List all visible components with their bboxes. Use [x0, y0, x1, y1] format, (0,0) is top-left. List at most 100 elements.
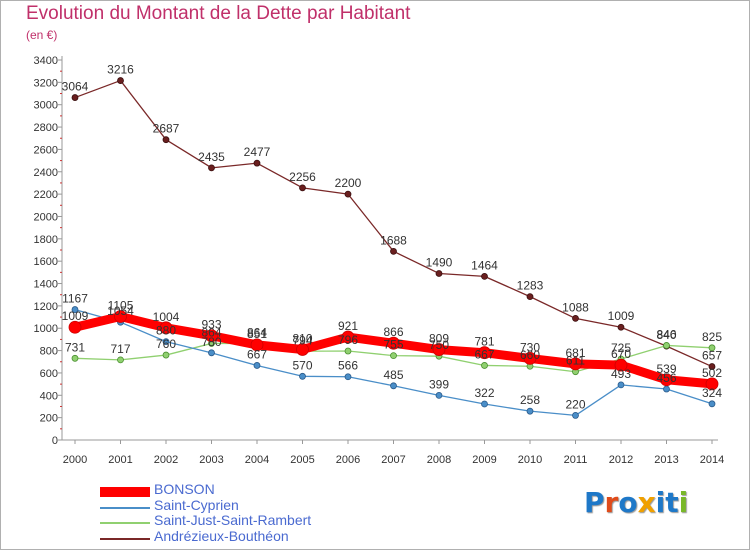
data-point-andrezieux-boutheon: [299, 184, 306, 192]
data-label-saint-just-saint-rambert: 864: [201, 325, 221, 339]
data-point-bonson: [159, 321, 173, 335]
y-tick-label: 1200: [34, 301, 58, 313]
data-point-saint-just-saint-rambert: [481, 362, 488, 369]
data-label-bonson: 1105: [108, 299, 134, 313]
x-tick-label: 2005: [290, 454, 314, 466]
data-label-bonson: 781: [474, 335, 494, 349]
chart-series: [68, 77, 719, 419]
y-tick-label: 3000: [34, 100, 58, 112]
data-label-saint-cyprien: 667: [247, 347, 267, 361]
data-point-andrezieux-boutheon: [617, 323, 625, 331]
data-label-andrezieux-boutheon: 1009: [608, 309, 635, 323]
x-tick-label: 2012: [609, 454, 633, 466]
data-point-andrezieux-boutheon: [208, 164, 215, 172]
data-point-saint-cyprien: [344, 373, 352, 381]
data-point-bonson: [614, 358, 628, 372]
data-point-saint-just-saint-rambert: [117, 356, 124, 364]
data-label-andrezieux-boutheon: 2200: [335, 176, 362, 190]
data-point-saint-cyprien: [708, 400, 716, 408]
data-point-bonson: [478, 346, 491, 360]
data-point-bonson: [523, 352, 537, 365]
logo-letter: i: [655, 486, 666, 519]
data-point-bonson: [250, 338, 264, 352]
y-tick-label: 2600: [34, 144, 58, 156]
data-point-andrezieux-boutheon: [481, 272, 488, 280]
chart-axes: 0 200 400 600 800 1000 1200 1400 1600 1800 2000 220…: [34, 55, 725, 466]
data-label-andrezieux-boutheon: 840: [656, 328, 676, 342]
x-tick-label: 2013: [654, 454, 678, 466]
data-point-saint-just-saint-rambert: [162, 351, 170, 359]
x-tick-label: 2011: [564, 454, 588, 466]
y-tick-label: 1000: [34, 323, 58, 335]
x-tick-label: 2014: [700, 454, 724, 466]
data-point-andrezieux-boutheon: [526, 293, 534, 301]
y-tick-label: 2400: [34, 167, 58, 179]
x-tick-label: 2008: [427, 454, 451, 466]
data-point-bonson: [114, 310, 127, 323]
data-point-bonson: [387, 336, 400, 350]
data-label-saint-cyprien: 780: [201, 335, 221, 349]
data-label-saint-just-saint-rambert: 796: [338, 333, 358, 347]
legend-swatch: [100, 522, 150, 524]
data-label-andrezieux-boutheon: 1283: [517, 279, 544, 293]
data-point-andrezieux-boutheon: [71, 94, 79, 101]
y-tick-label: 2200: [34, 189, 58, 201]
y-tick-label: 800: [40, 346, 58, 358]
x-tick-label: 2009: [472, 454, 496, 466]
data-point-saint-cyprien: [572, 412, 579, 419]
data-label-bonson: 810: [292, 331, 312, 345]
data-label-bonson: 730: [520, 340, 540, 354]
data-label-saint-just-saint-rambert: 755: [383, 338, 403, 352]
data-point-andrezieux-boutheon: [253, 159, 261, 167]
x-tick-label: 2000: [63, 454, 87, 466]
y-tick-label: 1600: [34, 256, 58, 268]
legend-label: BONSON: [154, 481, 215, 497]
data-point-bonson: [341, 330, 355, 344]
data-label-bonson: 670: [611, 347, 631, 361]
proxiti-logo: Proxiti: [584, 486, 688, 519]
data-point-andrezieux-boutheon: [117, 77, 124, 84]
data-label-saint-cyprien: 399: [429, 377, 449, 391]
data-point-saint-cyprien: [617, 381, 625, 389]
data-label-saint-just-saint-rambert: 864: [247, 325, 267, 339]
data-label-andrezieux-boutheon: 2687: [153, 122, 180, 136]
legend-label: Saint-Just-Saint-Rambert: [154, 512, 312, 528]
data-label-andrezieux-boutheon: 2477: [244, 145, 271, 159]
data-point-andrezieux-boutheon: [708, 363, 716, 370]
y-tick-label: 1400: [34, 279, 58, 291]
x-tick-label: 2003: [199, 454, 223, 466]
data-label-saint-just-saint-rambert: 760: [156, 337, 176, 351]
x-tick-label: 2007: [381, 454, 405, 466]
legend-swatch: [100, 537, 150, 540]
data-label-saint-cyprien: 456: [656, 371, 676, 385]
data-point-saint-cyprien: [208, 349, 215, 357]
data-point-andrezieux-boutheon: [162, 136, 170, 144]
data-label-bonson: 851: [247, 327, 267, 341]
data-label-saint-just-saint-rambert: 611: [566, 354, 585, 368]
data-label-andrezieux-boutheon: 2256: [289, 170, 316, 184]
data-point-saint-cyprien: [390, 382, 397, 390]
data-point-saint-cyprien: [162, 338, 170, 346]
data-point-saint-cyprien: [435, 392, 443, 399]
data-label-bonson: 681: [565, 346, 585, 360]
y-tick-label: 3400: [34, 55, 58, 67]
data-label-saint-just-saint-rambert: 846: [656, 327, 676, 341]
x-tick-label: 2001: [108, 454, 132, 466]
x-tick-label: 2006: [336, 454, 360, 466]
data-point-andrezieux-boutheon: [390, 247, 397, 255]
data-point-saint-just-saint-rambert: [71, 354, 79, 362]
logo-letter: P: [584, 486, 605, 519]
data-point-saint-just-saint-rambert: [663, 342, 670, 349]
data-point-andrezieux-boutheon: [344, 190, 352, 198]
data-label-saint-just-saint-rambert: 825: [702, 330, 722, 344]
data-label-saint-cyprien: 1167: [62, 292, 88, 306]
data-label-andrezieux-boutheon: 1088: [562, 300, 589, 314]
x-tick-label: 2010: [518, 454, 542, 466]
data-point-bonson: [705, 377, 719, 391]
data-label-saint-just-saint-rambert: 750: [429, 338, 449, 352]
data-label-saint-cyprien: 880: [156, 324, 176, 338]
data-point-saint-cyprien: [253, 362, 261, 369]
data-label-saint-cyprien: 570: [292, 358, 312, 372]
